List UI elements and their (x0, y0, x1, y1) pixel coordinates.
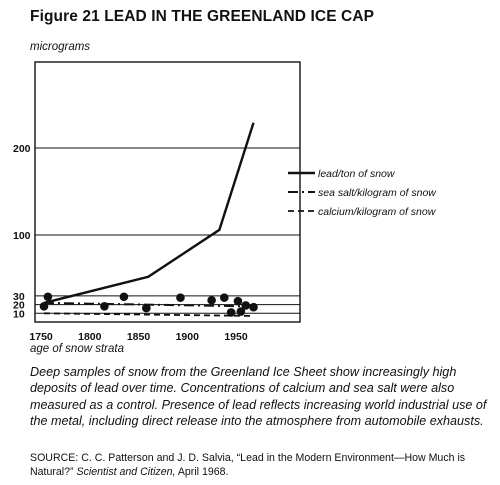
y-tick-20: 20 (13, 300, 25, 312)
sample-point (207, 295, 216, 305)
sample-point (249, 302, 258, 312)
y-axis-label: micrograms (30, 41, 91, 53)
sample-point (176, 293, 185, 302)
y-tick-200: 200 (13, 143, 31, 155)
x-tick-1850: 1850 (127, 331, 151, 343)
figure-title: Figure 21 LEAD IN THE GREENLAND ICE CAP (30, 8, 375, 25)
grid-lines (35, 147, 300, 314)
sample-points (39, 292, 258, 317)
series-line-1 (43, 122, 255, 305)
sample-point (119, 292, 129, 302)
sample-point (226, 308, 236, 317)
series-lines (43, 122, 255, 317)
sample-point (233, 296, 243, 306)
x-tick-1750: 1750 (29, 331, 53, 343)
sample-point (39, 302, 49, 311)
sample-point (220, 293, 229, 302)
sample-point (241, 301, 251, 310)
sample-point (142, 303, 151, 313)
sample-point (100, 302, 109, 311)
source-date: April 1968. (177, 466, 229, 478)
x-tick-1900: 1900 (176, 331, 200, 343)
legend-label-1: lead/ton of snow (318, 168, 396, 180)
x-axis-label: age of snow strata (30, 343, 124, 355)
sample-point (236, 307, 246, 316)
legend-label-2: sea salt/kilogram of snow (318, 187, 437, 199)
y-tick-30: 30 (13, 291, 25, 303)
plot-border (34, 61, 301, 323)
source-text: SOURCE: C. C. Patterson and J. D. Salvia… (30, 452, 466, 478)
x-tick-labels: 1750 1800 1850 1900 1950 (29, 331, 247, 343)
legend: lead/ton of snow sea salt/kilogram of sno… (288, 168, 437, 218)
x-tick-1950: 1950 (224, 331, 248, 343)
source-journal: Scientist and Citizen, (76, 466, 176, 478)
figure-caption: Deep samples of snow from the Greenland … (30, 365, 487, 428)
source-citation: SOURCE: C. C. Patterson and J. D. Salvia… (30, 451, 492, 479)
y-tick-10: 10 (13, 308, 25, 320)
x-tick-1800: 1800 (78, 331, 102, 343)
y-tick-100: 100 (13, 230, 31, 242)
sample-point (43, 292, 53, 302)
legend-label-3: calcium/kilogram of snow (318, 206, 437, 218)
plot-frame (34, 61, 301, 323)
series-line-3 (43, 312, 251, 317)
